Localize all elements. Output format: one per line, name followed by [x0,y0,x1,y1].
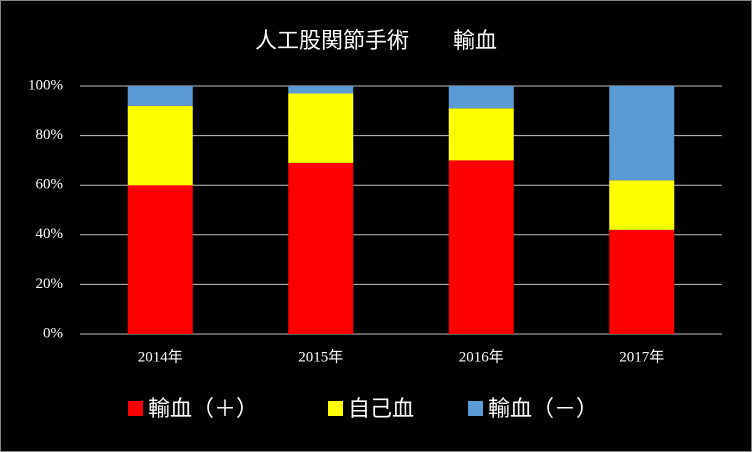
x-tick-label: 2016年 [459,348,504,365]
legend-swatch [128,401,143,416]
legend-label: 輸血（＋） [148,397,258,422]
legend-swatch [328,401,343,416]
bar-segment [288,162,354,334]
y-tick-label: 100% [28,77,63,93]
y-tick-label: 60% [36,177,64,193]
bar-segment [448,86,514,109]
bar-segment [288,93,354,163]
bar-segment [609,86,675,181]
legend-label: 自己血 [348,397,414,422]
bar-segment [288,86,354,94]
y-tick-label: 20% [36,276,64,292]
legend-label: 輸血（－） [488,397,598,422]
bar-segment [127,185,193,334]
bar-segment [448,160,514,334]
y-tick-label: 0% [43,325,63,341]
x-tick-label: 2014年 [138,348,183,365]
bar-segment [609,180,675,230]
y-tick-label: 80% [36,127,64,143]
legend-swatch [468,401,483,416]
y-tick-label: 40% [36,226,64,242]
chart-title: 人工股関節手術 輸血 [255,29,497,54]
bar-segment [609,229,675,334]
bar-segment [127,105,193,186]
bar-segment [448,108,514,161]
bar-segment [127,86,193,106]
x-tick-label: 2017年 [619,348,664,365]
x-tick-label: 2015年 [298,348,343,365]
